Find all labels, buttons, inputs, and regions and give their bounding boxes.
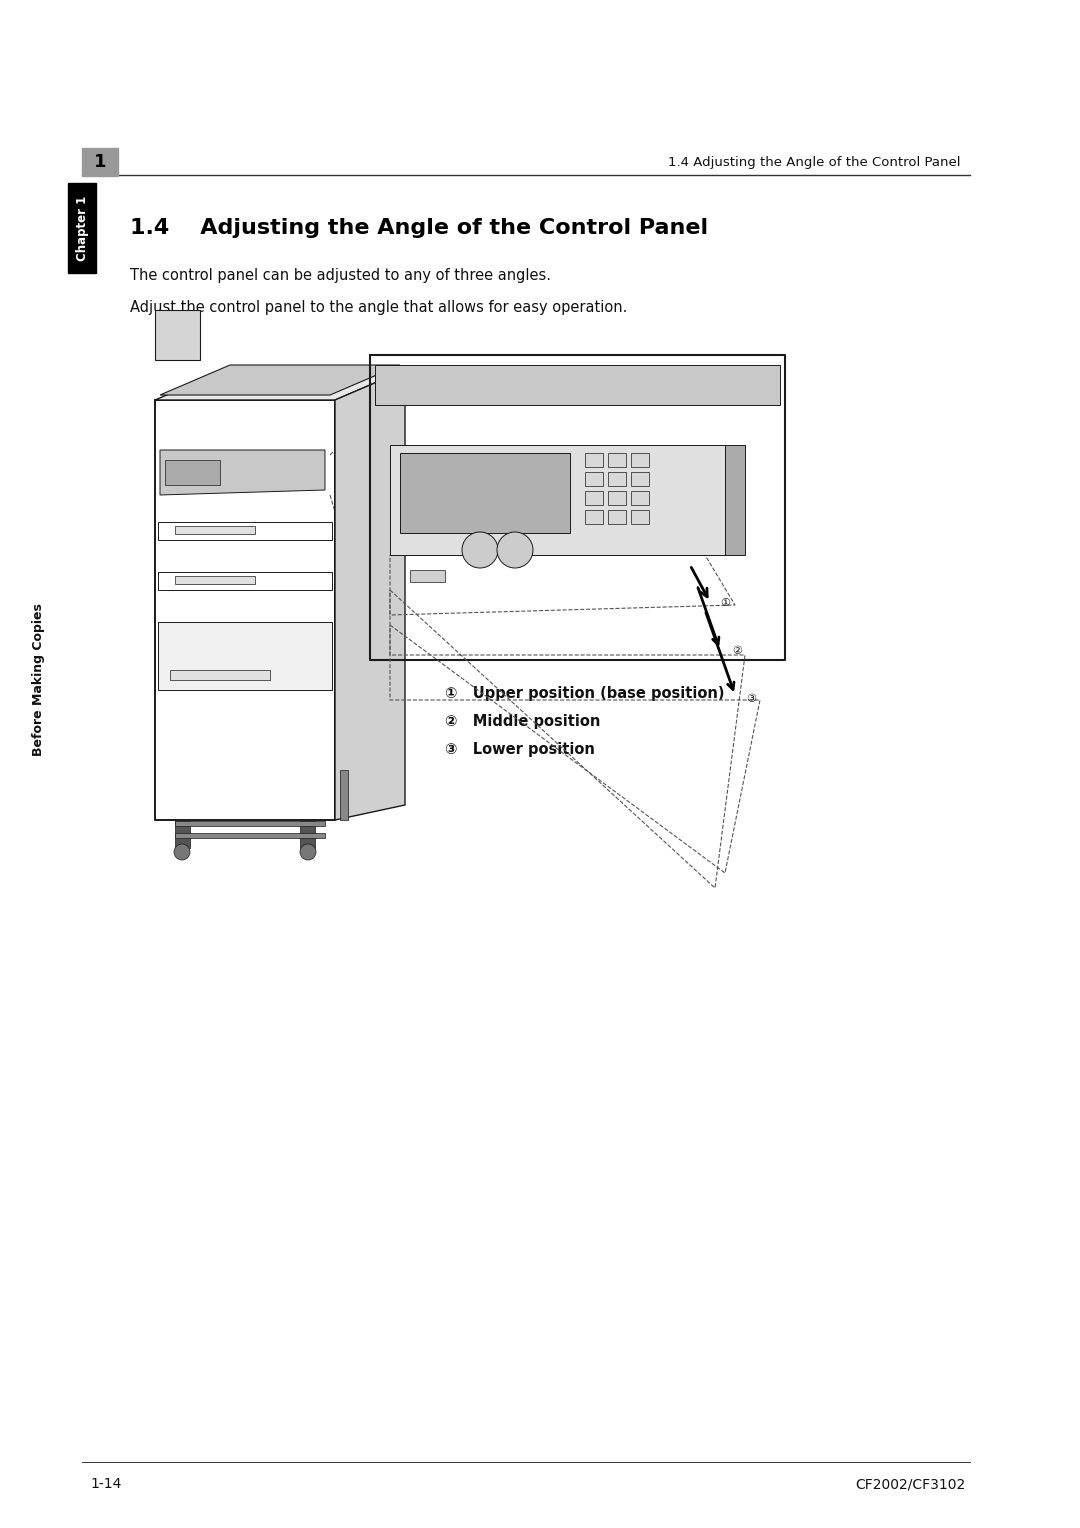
Bar: [631, 452, 649, 468]
Text: The control panel can be adjusted to any of three angles.: The control panel can be adjusted to any…: [130, 267, 551, 283]
Circle shape: [462, 532, 498, 568]
Polygon shape: [390, 445, 725, 555]
Bar: [585, 472, 603, 486]
Circle shape: [174, 843, 190, 860]
Text: Before Making Copies: Before Making Copies: [31, 604, 44, 756]
Bar: [585, 490, 603, 504]
Text: 1: 1: [94, 153, 106, 171]
Bar: [375, 365, 780, 405]
Text: Chapter 1: Chapter 1: [76, 196, 89, 261]
Bar: [175, 576, 255, 584]
Polygon shape: [335, 370, 405, 821]
Bar: [175, 526, 255, 533]
Text: ①: ①: [720, 597, 730, 608]
Polygon shape: [156, 370, 405, 400]
Bar: [631, 510, 649, 524]
Bar: [585, 510, 603, 524]
Text: ①   Upper position (base position): ① Upper position (base position): [445, 686, 725, 701]
Text: ③: ③: [746, 694, 756, 704]
Circle shape: [300, 843, 316, 860]
Polygon shape: [725, 445, 745, 555]
Bar: [608, 452, 626, 468]
Bar: [158, 622, 332, 691]
Text: ②: ②: [732, 646, 742, 656]
Bar: [175, 821, 325, 827]
Bar: [165, 460, 220, 484]
Text: 1.4    Adjusting the Angle of the Control Panel: 1.4 Adjusting the Angle of the Control P…: [130, 219, 708, 238]
Bar: [170, 669, 270, 680]
Text: ②   Middle position: ② Middle position: [445, 714, 600, 729]
Bar: [300, 821, 315, 848]
Text: 1.4 Adjusting the Angle of the Control Panel: 1.4 Adjusting the Angle of the Control P…: [667, 156, 960, 168]
Bar: [400, 452, 570, 533]
Bar: [608, 472, 626, 486]
Polygon shape: [156, 310, 200, 361]
Text: Adjust the control panel to the angle that allows for easy operation.: Adjust the control panel to the angle th…: [130, 299, 627, 315]
Bar: [631, 472, 649, 486]
Bar: [340, 770, 348, 821]
Text: CF2002/CF3102: CF2002/CF3102: [854, 1478, 966, 1491]
Bar: [631, 490, 649, 504]
Bar: [158, 523, 332, 539]
Circle shape: [497, 532, 534, 568]
Text: ③   Lower position: ③ Lower position: [445, 743, 595, 756]
Text: 1-14: 1-14: [90, 1478, 121, 1491]
Bar: [175, 833, 325, 837]
Bar: [410, 570, 445, 582]
Bar: [68, 183, 96, 274]
Bar: [608, 510, 626, 524]
Bar: [158, 571, 332, 590]
Bar: [608, 490, 626, 504]
Bar: [82, 148, 118, 176]
Bar: [175, 821, 190, 848]
Polygon shape: [160, 365, 400, 396]
Bar: [585, 452, 603, 468]
Polygon shape: [160, 451, 325, 495]
